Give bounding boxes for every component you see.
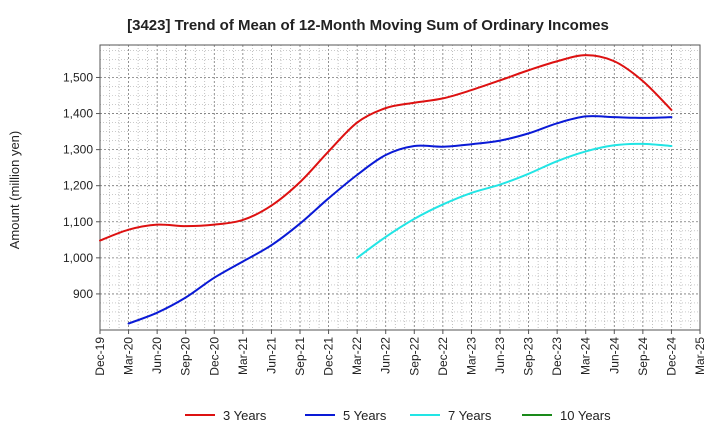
series-line-3	[356, 142, 673, 259]
y-tick-label: 1,200	[63, 179, 93, 193]
x-tick-label: Sep-23	[522, 337, 536, 376]
legend-label-1: 3 Years	[223, 408, 267, 423]
x-tick-label: Jun-22	[379, 337, 393, 374]
x-tick-label: Jun-20	[150, 337, 164, 374]
x-tick-label: Dec-22	[436, 337, 450, 376]
y-tick-label: 1,400	[63, 107, 93, 121]
x-tick-label: Jun-21	[264, 337, 278, 374]
x-tick-label: Mar-24	[579, 337, 593, 375]
series-line-1	[99, 54, 673, 242]
grid	[100, 45, 700, 330]
chart-title: [3423] Trend of Mean of 12-Month Moving …	[127, 17, 609, 34]
x-tick-label: Sep-24	[636, 337, 650, 376]
x-tick-label: Jun-24	[607, 337, 621, 374]
series-line-2	[127, 115, 673, 325]
x-tick-label: Sep-22	[407, 337, 421, 376]
x-tick-label: Mar-25	[693, 337, 707, 375]
x-tick-label: Jun-23	[493, 337, 507, 374]
x-tick-label: Sep-21	[293, 337, 307, 376]
x-tick-label: Mar-22	[350, 337, 364, 375]
series-layer	[99, 54, 673, 325]
x-tick-label: Dec-24	[664, 337, 678, 376]
legend-label-4: 10 Years	[560, 408, 611, 423]
y-axis-label: Amount (million yen)	[7, 131, 22, 250]
x-tick-label: Dec-20	[207, 337, 221, 376]
legend: 3 Years 5 Years 7 Years 10 Years	[185, 408, 611, 423]
x-tick-label: Mar-23	[464, 337, 478, 375]
y-tick-label: 1,100	[63, 215, 93, 229]
x-tick-label: Dec-23	[550, 337, 564, 376]
y-axis: 900 1,000 1,100 1,200 1,300 1,400 1,500	[63, 70, 100, 301]
x-tick-label: Mar-21	[236, 337, 250, 375]
x-tick-label: Mar-20	[122, 337, 136, 375]
x-tick-label: Sep-20	[179, 337, 193, 376]
y-tick-label: 1,500	[63, 70, 93, 84]
plot-area	[99, 44, 701, 331]
legend-label-3: 7 Years	[448, 408, 492, 423]
y-tick-label: 900	[73, 287, 93, 301]
x-tick-label: Dec-21	[322, 337, 336, 376]
y-tick-label: 1,300	[63, 143, 93, 157]
x-axis: Dec-19 Mar-20 Jun-20 Sep-20 Dec-20 Mar-21 Jun-…	[93, 330, 707, 376]
y-tick-label: 1,000	[63, 251, 93, 265]
x-tick-label: Dec-19	[93, 337, 107, 376]
legend-label-2: 5 Years	[343, 408, 387, 423]
